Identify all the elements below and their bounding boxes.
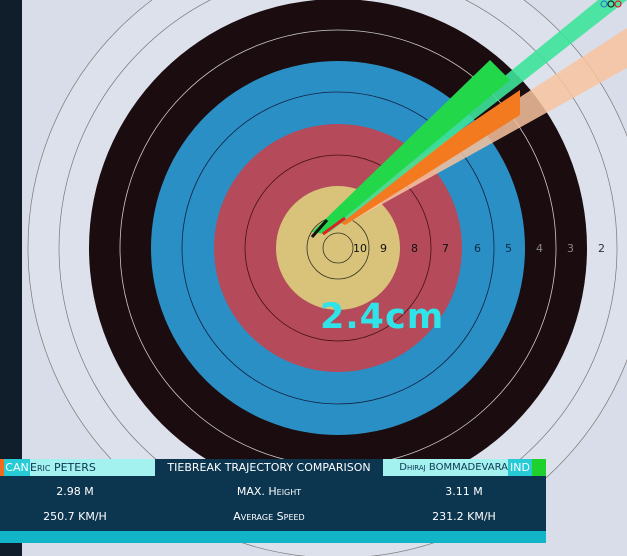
ind-flag-stripe bbox=[532, 459, 546, 476]
ring-number: 5 bbox=[505, 242, 512, 255]
ring-number: 3 bbox=[567, 242, 574, 255]
left-dark-strip bbox=[0, 0, 22, 556]
right-max-height: 3.11 M bbox=[445, 485, 483, 498]
can-flag-stripe bbox=[0, 459, 4, 476]
bar-footer-stripe bbox=[0, 531, 546, 543]
left-max-height: 2.98 M bbox=[56, 485, 94, 498]
max-height-label: MAX. Height bbox=[236, 485, 302, 498]
ring-number: 6 bbox=[474, 242, 481, 255]
ring-9 bbox=[276, 186, 400, 310]
ring-8-line bbox=[244, 154, 432, 342]
ring-number: 8 bbox=[411, 242, 418, 255]
x-ring-line bbox=[322, 232, 354, 264]
distance-measurement: 2.4cm bbox=[320, 297, 445, 337]
ring-number: 7 bbox=[442, 242, 449, 255]
ring-number: 10 bbox=[353, 242, 367, 255]
average-speed-label: Average Speed bbox=[233, 510, 305, 523]
ring-number: 2 bbox=[598, 242, 605, 255]
ind-arrow bbox=[310, 219, 329, 238]
olympic-rings-icon bbox=[600, 0, 622, 8]
comparison-title: TIEBREAK TRAJECTORY COMPARISON bbox=[155, 459, 383, 476]
right-country-code: IND bbox=[508, 459, 532, 476]
can-arrow bbox=[322, 216, 346, 236]
ring-number: 9 bbox=[380, 242, 387, 255]
left-country-code: CAN bbox=[4, 459, 30, 476]
right-average-speed: 231.2 KM/H bbox=[432, 510, 496, 523]
ring-number: 4 bbox=[536, 242, 543, 255]
left-average-speed: 250.7 KM/H bbox=[43, 510, 107, 523]
left-athlete-name: Eric PETERS bbox=[30, 459, 155, 476]
ind-trajectory bbox=[312, 60, 510, 234]
comparison-bar: CAN Eric PETERS TIEBREAK TRAJECTORY COMP… bbox=[0, 459, 546, 543]
right-athlete-name: Dhiraj BOMMADEVARA bbox=[383, 459, 508, 476]
ring-6-line bbox=[181, 91, 495, 405]
